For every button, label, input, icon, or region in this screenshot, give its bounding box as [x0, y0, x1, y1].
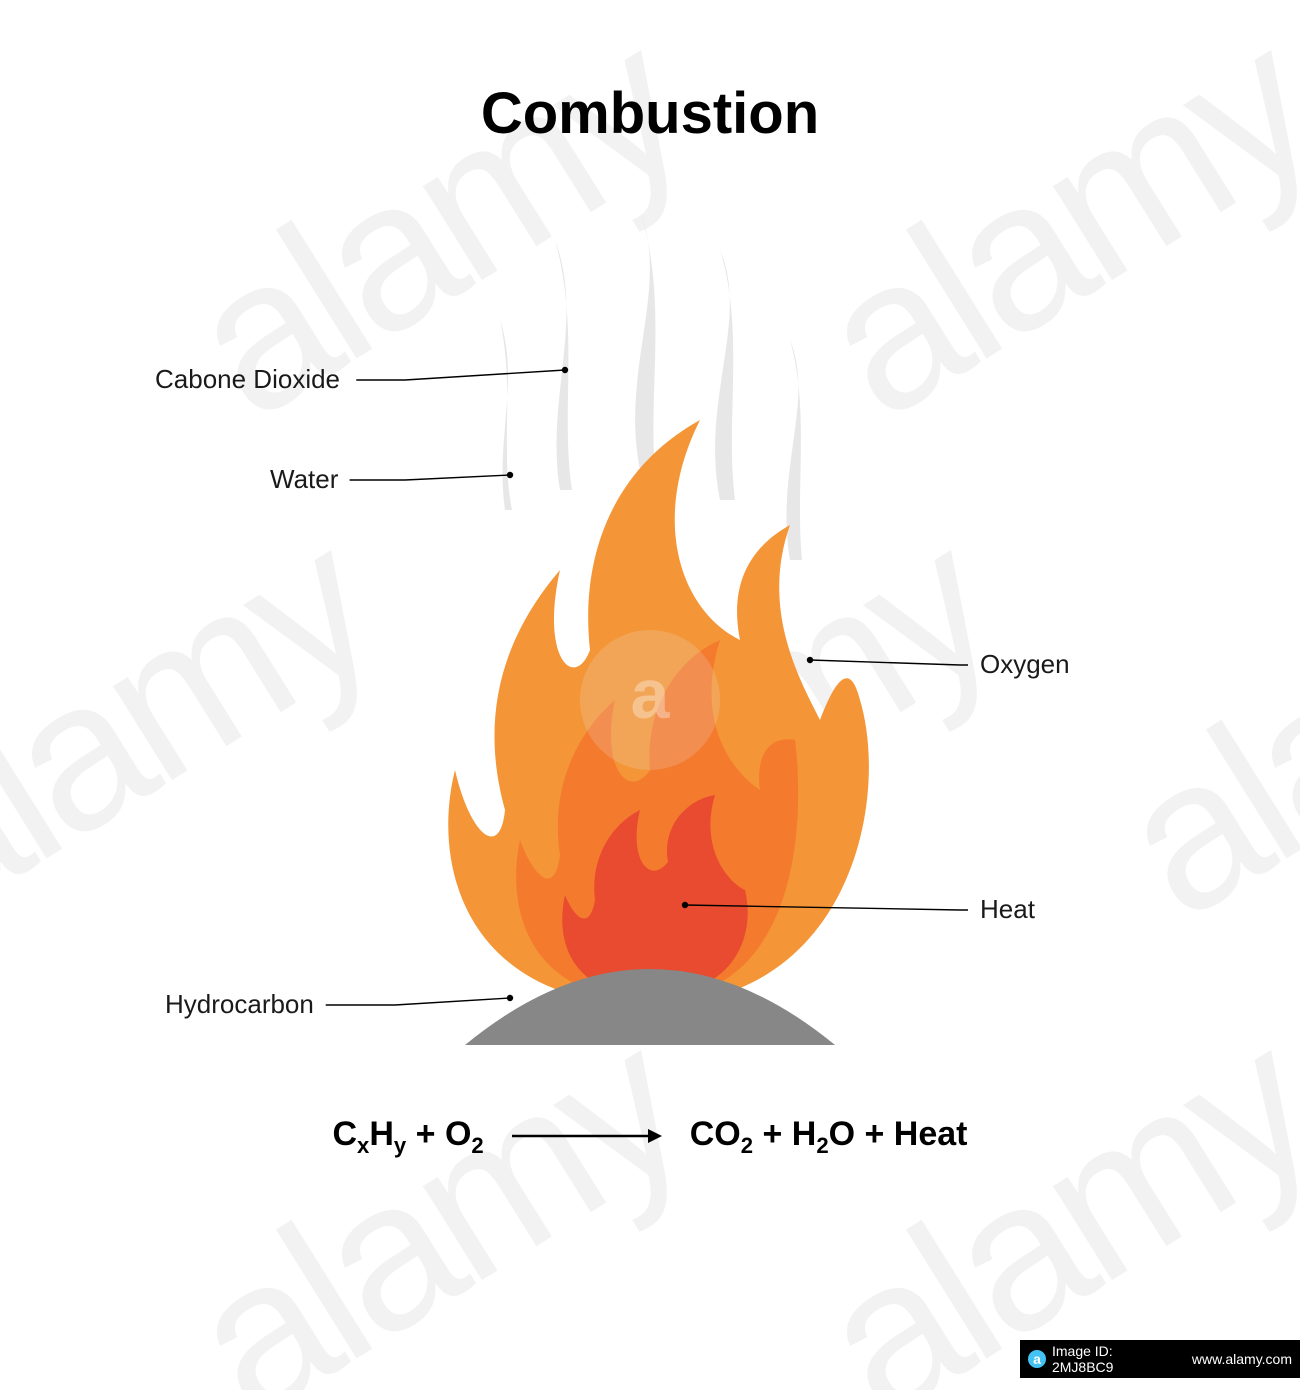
combustion-diagram: a	[0, 0, 1300, 1390]
watermark-url: www.alamy.com	[1192, 1351, 1292, 1367]
watermark-image-id: Image ID: 2MJ8BC9	[1052, 1343, 1178, 1375]
callout-carbon_dioxide: Cabone Dioxide	[155, 364, 340, 395]
callout-hydrocarbon: Hydrocarbon	[165, 989, 314, 1020]
callout-water: Water	[270, 464, 338, 495]
svg-text:a: a	[631, 655, 671, 733]
hydrocarbon-mound	[465, 969, 835, 1045]
watermark-id-bar: aImage ID: 2MJ8BC9www.alamy.com	[1020, 1340, 1300, 1378]
watermark-logo: a	[580, 630, 720, 770]
combustion-equation: CxHy + O2 CO2 + H2O + Heat	[0, 1115, 1300, 1159]
equation-reactants: CxHy + O2	[332, 1115, 483, 1159]
equation-arrow	[512, 1117, 662, 1156]
watermark-footer: aImage ID: 2MJ8BC9www.alamy.com	[1020, 1340, 1300, 1378]
equation-products: CO2 + H2O + Heat	[690, 1115, 968, 1159]
callout-oxygen: Oxygen	[980, 649, 1070, 680]
callout-heat: Heat	[980, 894, 1035, 925]
